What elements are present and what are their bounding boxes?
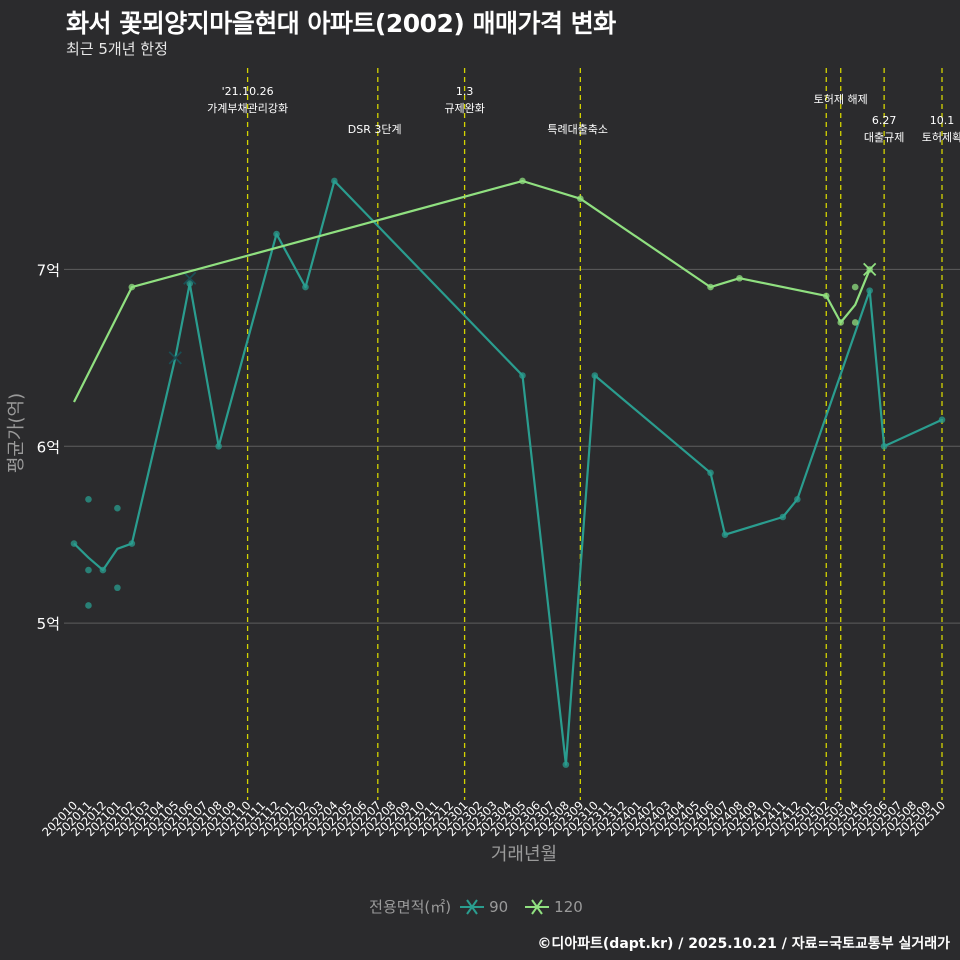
y-tick-label: 7억 [37,261,60,279]
event-label: 가계부채관리강화 [207,102,288,115]
data-point-90[interactable] [938,416,946,424]
data-point-120[interactable] [837,319,845,326]
legend-item-90[interactable]: 90 [459,898,516,916]
data-point-90[interactable] [562,761,570,768]
data-point-90[interactable] [866,287,873,294]
data-point-120[interactable] [128,283,136,291]
source-caption: ©디아파트(dapt.kr) / 2025.10.21 / 자료=국토교통부 실… [537,936,950,952]
x-axis-title: 거래년월 [491,844,557,865]
data-point-90[interactable] [85,602,92,609]
event-label: 대출규제 [864,131,904,144]
event-label: 토허제 해제 [814,92,868,106]
data-point-90[interactable] [215,442,222,450]
event-label: 1.3 [456,85,474,98]
event-label: 규제완화 [444,102,484,115]
data-point-90[interactable] [186,280,194,287]
data-point-90[interactable] [331,177,338,185]
series-line-120 [73,179,871,403]
y-axis-title: 평균가(억) [6,393,27,473]
legend-label-120: 120 [554,897,583,916]
event-label: 10.1 [930,114,955,127]
data-point-90[interactable] [70,540,78,547]
data-point-90[interactable] [302,283,309,291]
data-point-90[interactable] [880,442,888,450]
data-point-90[interactable] [114,504,121,512]
event-label: 토허제확 [922,131,960,144]
legend: 전용면적(㎡) 90 120 [0,896,960,917]
legend-label-90: 90 [489,897,509,916]
legend-item-120[interactable]: 120 [524,898,591,916]
data-cross-90[interactable] [183,271,197,285]
data-point-120[interactable] [851,283,859,291]
data-point-90[interactable] [519,372,526,379]
y-tick-label: 5억 [37,615,60,633]
data-point-120[interactable] [851,319,859,326]
data-point-90[interactable] [85,566,92,574]
data-point-90[interactable] [707,469,714,477]
event-label: '21.10.26 [222,85,274,98]
data-point-90[interactable] [99,566,107,574]
legend-key-90-icon [460,898,485,915]
chart-subtitle: 최근 5개년 한정 [66,40,168,58]
chart-title: 화서 꽃뫼양지마을현대 아파트(2002) 매매가격 변화 [66,9,616,38]
data-point-90[interactable] [85,496,92,503]
event-label: DSR 3단계 [348,123,402,136]
data-point-90[interactable] [273,230,280,238]
data-point-90[interactable] [128,540,136,547]
data-point-90[interactable] [721,531,729,538]
data-point-90[interactable] [794,496,801,503]
data-point-90[interactable] [779,513,787,521]
legend-title: 전용면적(㎡) [369,898,452,916]
event-lines [246,68,943,800]
data-point-120[interactable] [707,283,714,291]
legend-key-120-icon [525,898,550,915]
data-point-90[interactable] [591,372,599,379]
series-layer [70,177,946,768]
data-point-120[interactable] [577,195,584,202]
event-label: 특례대출축소 [547,123,608,136]
axes: 5억6억7억2020102020112020122021012021022021… [6,261,948,865]
event-label: 6.27 [872,114,897,127]
data-cross-120[interactable] [863,262,877,277]
data-cross-90[interactable] [168,351,182,365]
data-point-120[interactable] [519,177,526,185]
data-point-90[interactable] [114,584,121,592]
grid-lines [64,268,960,624]
data-point-120[interactable] [822,292,830,300]
data-point-120[interactable] [736,274,743,282]
y-tick-label: 6억 [37,438,60,456]
